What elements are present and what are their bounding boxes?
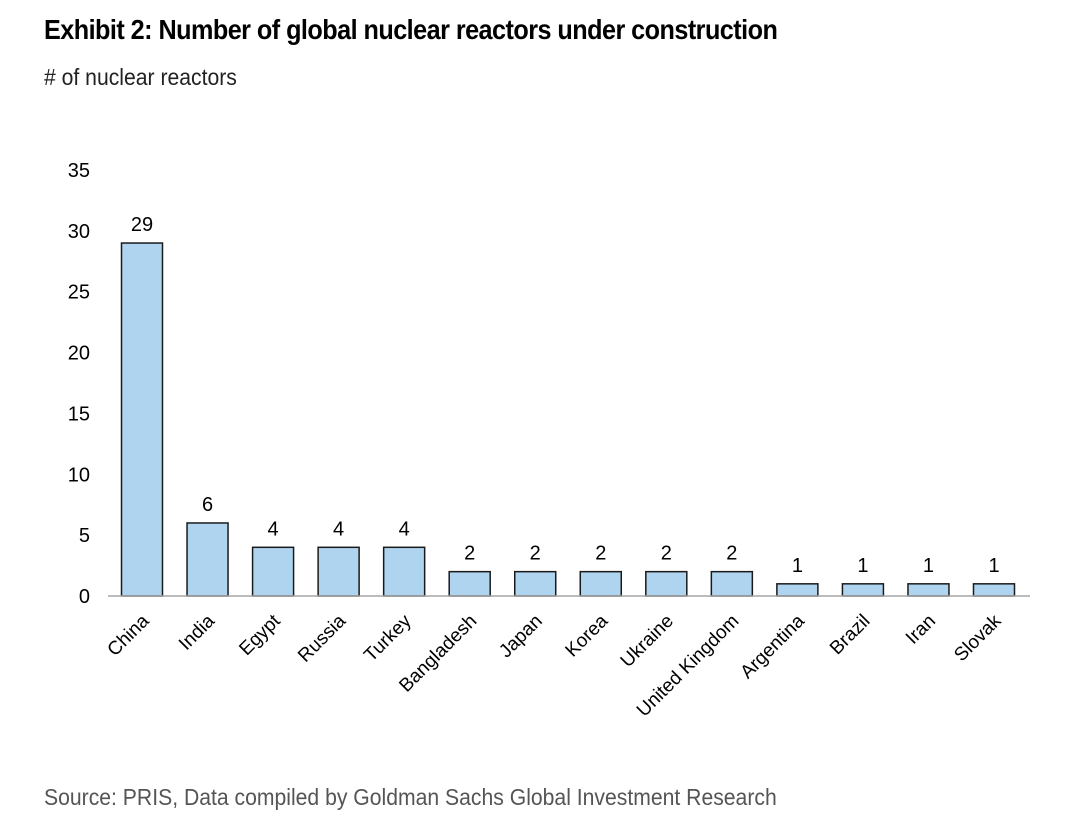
- data-label: 1: [792, 555, 803, 577]
- x-tick-label: Argentina: [737, 610, 810, 683]
- data-label: 2: [464, 543, 475, 565]
- y-tick-label: 30: [68, 221, 90, 243]
- bar: [186, 522, 229, 597]
- data-label: 29: [131, 214, 153, 236]
- x-tick-label: Japan: [495, 611, 546, 662]
- y-tick-label: 10: [68, 464, 90, 486]
- x-tick-label: India: [175, 610, 219, 654]
- bar: [579, 570, 623, 597]
- y-tick-label: 0: [79, 586, 90, 608]
- bar: [448, 570, 491, 597]
- x-tick-label: Ukraine: [617, 611, 678, 672]
- data-label: 4: [333, 518, 344, 540]
- data-label: 1: [923, 555, 934, 577]
- bar: [972, 583, 1016, 597]
- x-tick-label: Brazil: [826, 611, 874, 659]
- x-tick-label: Turkey: [360, 610, 416, 666]
- bar: [710, 570, 754, 597]
- bar: [513, 570, 557, 597]
- data-label: 4: [268, 518, 279, 540]
- chart-subtitle: # of nuclear reactors: [44, 64, 237, 90]
- y-tick-label: 5: [79, 525, 90, 547]
- y-tick-label: 15: [68, 403, 90, 425]
- bar: [645, 570, 688, 597]
- x-tick-label: China: [104, 610, 154, 660]
- bar: [776, 583, 819, 597]
- data-label: 6: [202, 494, 213, 516]
- data-label: 1: [857, 555, 868, 577]
- data-label: 2: [595, 543, 606, 565]
- x-tick-label: Iran: [902, 611, 940, 649]
- x-tick-label: Egypt: [235, 610, 285, 660]
- data-label: 1: [988, 555, 999, 577]
- bar: [120, 242, 164, 597]
- x-tick-label: Slovak: [950, 610, 1006, 666]
- data-label: 2: [726, 543, 737, 565]
- chart-title: Exhibit 2: Number of global nuclear reac…: [44, 14, 778, 45]
- y-tick-label: 25: [68, 282, 90, 304]
- bar: [251, 546, 295, 597]
- bar: [382, 546, 426, 597]
- x-tick-label: Russia: [294, 610, 350, 666]
- bar: [317, 546, 360, 597]
- bar: [841, 583, 885, 597]
- bar: [907, 583, 950, 597]
- y-tick-label: 20: [68, 343, 90, 365]
- source-note: Source: PRIS, Data compiled by Goldman S…: [44, 784, 777, 810]
- x-tick-label: Korea: [562, 610, 613, 661]
- data-label: 2: [661, 543, 672, 565]
- y-tick-label: 35: [68, 160, 90, 182]
- data-label: 2: [530, 543, 541, 565]
- data-label: 4: [399, 518, 410, 540]
